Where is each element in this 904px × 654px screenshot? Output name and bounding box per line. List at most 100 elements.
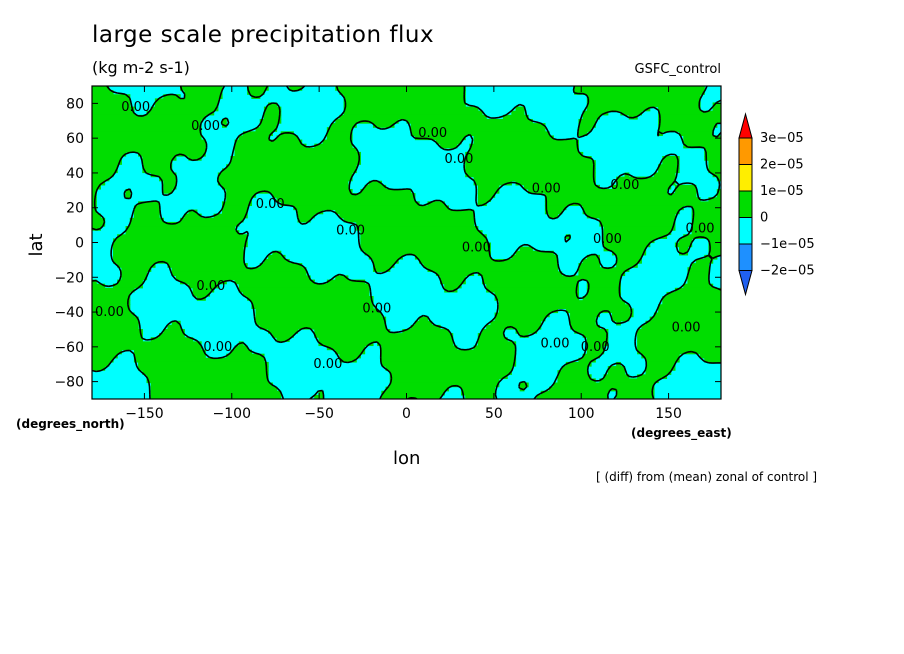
x-axis-unit: (degrees_east) (631, 426, 732, 441)
positive-region (603, 238, 655, 244)
positive-region (188, 156, 202, 161)
positive-region (402, 328, 450, 334)
positive-region (662, 296, 721, 301)
positive-region (92, 90, 114, 95)
positive-region (406, 118, 533, 124)
difference-note: [ (diff) from (mean) zonal of control ] (596, 470, 818, 484)
positive-region (142, 370, 269, 375)
positive-region (586, 213, 676, 219)
positive-region (494, 312, 550, 318)
positive-region (653, 172, 676, 178)
positive-region (637, 374, 668, 380)
positive-region (121, 271, 148, 277)
positive-region (645, 370, 672, 375)
positive-region (184, 94, 223, 99)
positive-region (708, 197, 721, 202)
positive-region (494, 316, 546, 322)
positive-region (171, 320, 181, 326)
positive-region (578, 357, 596, 363)
positive-region (599, 221, 676, 227)
positive-region (343, 217, 475, 223)
positive-region (276, 197, 416, 202)
positive-region (586, 94, 701, 99)
positive-region (364, 250, 491, 256)
positive-region (708, 250, 721, 256)
positive-region (272, 250, 282, 256)
positive-region (314, 333, 454, 338)
positive-region (259, 118, 282, 124)
positive-region (142, 164, 173, 169)
positive-region (92, 357, 114, 363)
positive-region (481, 275, 621, 281)
positive-region (142, 168, 173, 174)
positive-region (578, 131, 588, 137)
x-tick-label: −50 (304, 406, 334, 422)
positive-region (226, 188, 353, 194)
positive-region (163, 184, 177, 190)
positive-region (637, 328, 721, 334)
positive-region (234, 139, 303, 145)
positive-region (578, 118, 596, 124)
positive-region (360, 234, 487, 239)
positive-region (343, 98, 466, 104)
positive-region (133, 349, 206, 355)
positive-region (557, 378, 596, 384)
positive-region (490, 320, 542, 326)
chart-units: (kg m-2 s-1) (92, 58, 190, 77)
positive-region (603, 246, 647, 252)
positive-region (582, 333, 609, 338)
positive-region (637, 341, 721, 347)
positive-region (586, 341, 609, 347)
positive-region (138, 201, 160, 207)
positive-region (645, 361, 676, 367)
positive-region (154, 102, 219, 108)
positive-region (712, 172, 721, 178)
positive-region (410, 127, 546, 132)
positive-region (523, 184, 600, 190)
positive-region (381, 357, 517, 363)
positive-region (92, 287, 135, 293)
positive-region (356, 221, 475, 227)
contour-label: 0.00 (593, 232, 622, 247)
positive-region (473, 139, 580, 145)
positive-region (339, 213, 475, 219)
positive-region (691, 221, 721, 227)
positive-region (477, 201, 487, 207)
positive-region (92, 168, 118, 174)
colorbar-label: 2e−05 (760, 158, 804, 173)
positive-region (372, 123, 395, 128)
positive-region (92, 188, 97, 194)
colorbar: 3e−05 2e−05 1e−05 0 −1e−05 −2e−05 (738, 112, 815, 297)
positive-region (603, 230, 672, 235)
positive-region (150, 390, 282, 396)
positive-region (255, 127, 278, 132)
positive-region (318, 341, 374, 347)
positive-region (570, 316, 596, 322)
positive-region (465, 164, 596, 169)
positive-region (192, 291, 211, 297)
positive-region (586, 291, 621, 297)
positive-region (272, 193, 416, 198)
positive-region (133, 213, 160, 219)
positive-region (486, 287, 580, 293)
contour-label: 0.00 (121, 100, 150, 115)
positive-region (494, 296, 580, 301)
positive-region (133, 353, 206, 359)
positive-region (515, 180, 596, 186)
positive-region (92, 176, 110, 182)
positive-region (326, 135, 353, 141)
positive-region (574, 328, 609, 334)
positive-region (582, 353, 600, 359)
positive-region (662, 156, 680, 161)
positive-region (263, 258, 290, 264)
positive-region (662, 300, 721, 305)
positive-region (687, 271, 710, 277)
positive-region (133, 205, 160, 211)
positive-region (289, 86, 303, 91)
x-tick-label: 0 (402, 406, 411, 422)
positive-region (616, 258, 642, 264)
positive-region (129, 217, 164, 223)
positive-region (247, 90, 265, 95)
positive-region (658, 168, 680, 174)
